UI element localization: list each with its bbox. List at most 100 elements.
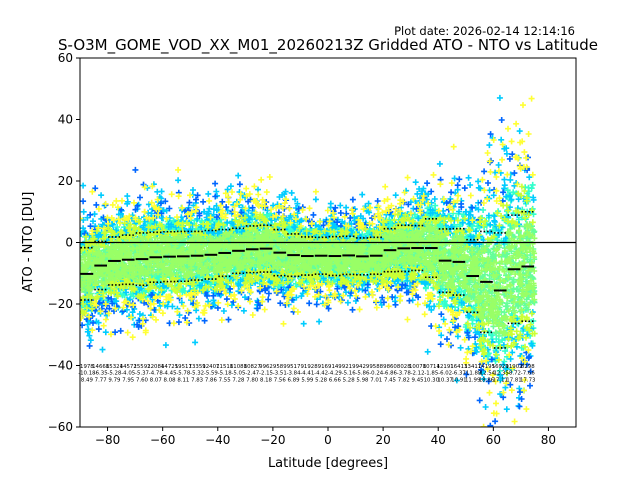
y-tick-label: −60 <box>48 420 73 434</box>
bin-stat-label: -3.84 <box>287 371 302 377</box>
x-tick-label: −60 <box>150 433 175 447</box>
bin-stat-label: 11.99 <box>465 377 481 383</box>
bin-stat-label: 7.83 <box>191 377 203 383</box>
y-tick-label: −20 <box>48 297 73 311</box>
bin-stat-label: 14668 <box>92 364 110 370</box>
bin-stat-label: -2.12 <box>411 371 425 377</box>
bin-stat-label: -5.16 <box>342 371 357 377</box>
bin-stat-label: 10078 <box>409 364 427 370</box>
bin-stat-label: 8.49 <box>81 377 94 383</box>
bin-stat-label: 12407 <box>202 364 219 370</box>
bin-stat-label: 7.80 <box>246 377 259 383</box>
bin-stat-label: -5.59 <box>204 371 219 377</box>
scatter-points <box>80 94 538 427</box>
bin-stat-label: -5.86 <box>355 371 370 377</box>
bin-stat-label: 16413 <box>450 364 467 370</box>
bin-stat-label: 7.28 <box>232 377 245 383</box>
bin-stat-label: 7.60 <box>136 377 149 383</box>
bin-stat-label: 5.98 <box>356 377 369 383</box>
chart-title: S-O3M_GOME_VOD_XX_M01_20260213Z Gridded … <box>58 36 598 55</box>
bin-stat-label: -6.35 <box>94 371 108 377</box>
bin-stat-label: -12.54 <box>478 371 496 377</box>
x-tick-label: 20 <box>375 433 390 447</box>
bin-stat-label: 7.82 <box>398 377 410 383</box>
bin-stat-label: -5.05 <box>231 371 245 377</box>
bin-stat-label: 7.56 <box>274 377 287 383</box>
bin-stat-label: 15324 <box>106 364 124 370</box>
bin-stat-label: -2.15 <box>259 371 273 377</box>
bin-stat-label: 9588 <box>369 364 383 370</box>
bin-stat-label: 10.30 <box>424 377 440 383</box>
bin-stat-label: 5.99 <box>301 377 314 383</box>
bin-stat-label: 16929 <box>492 364 510 370</box>
bin-stat-label: 8916 <box>314 364 328 370</box>
bin-stat-label: 19517 <box>175 364 192 370</box>
bin-stat-label: 14195 <box>478 364 495 370</box>
bin-stat-label: -8.72 <box>507 371 521 377</box>
x-tick-label: 60 <box>486 433 501 447</box>
bin-stat-label: -5.32 <box>190 371 204 377</box>
bin-stat-label: 9.45 <box>412 377 424 383</box>
x-tick-label: −80 <box>95 433 120 447</box>
bin-stat-label: 12191 <box>437 364 454 370</box>
mean-markers <box>80 210 535 349</box>
bin-stat-label: 15592 <box>133 364 150 370</box>
bin-statistics: 1978-10.188.4914668-6.357.7715324-5.289.… <box>78 364 535 384</box>
bin-stat-label: -4.78 <box>149 371 164 377</box>
bin-stat-label: -4.45 <box>163 371 177 377</box>
bin-stat-label: 7.55 <box>219 377 231 383</box>
bin-stat-label: 12084 <box>147 364 165 370</box>
x-tick-label: 80 <box>541 433 556 447</box>
bin-stat-label: 9962 <box>259 364 273 370</box>
bin-stat-label: -6.02 <box>438 371 452 377</box>
bin-stat-label: 11088 <box>230 364 248 370</box>
bin-stat-label: -7.66 <box>521 371 536 377</box>
bin-stat-label: 18.86 <box>479 377 495 383</box>
bin-stat-label: 8.07 <box>150 377 162 383</box>
y-axis-label: ATO - NTO [DU] <box>21 192 36 293</box>
bin-stat-label: 7.95 <box>122 377 134 383</box>
bin-stat-label: 6.89 <box>288 377 301 383</box>
x-tick-label: 40 <box>431 433 446 447</box>
bin-stat-label: -2.47 <box>245 371 259 377</box>
bin-stat-label: 9219 <box>342 364 356 370</box>
bin-stat-label: 14725 <box>161 364 178 370</box>
bin-stat-label: -4.41 <box>300 371 314 377</box>
bin-stat-label: 1978 <box>80 364 94 370</box>
bin-stat-label: 5.28 <box>315 377 328 383</box>
bin-stat-label: 10.91 <box>451 377 466 383</box>
bin-stat-label: 9517 <box>287 364 301 370</box>
x-axis-label: Latitude [degrees] <box>268 456 388 471</box>
bin-stat-label: 9589 <box>273 364 287 370</box>
bin-stat-label: 13417 <box>464 364 481 370</box>
bin-stat-label: 7.45 <box>384 377 396 383</box>
bin-stat-label: 14572 <box>120 364 137 370</box>
bin-stat-label: 8028 <box>397 364 411 370</box>
bin-stat-label: -5.78 <box>176 371 191 377</box>
bin-stat-label: -5.18 <box>218 371 233 377</box>
bin-stat-label: 9149 <box>328 364 342 370</box>
bin-stat-label: 17.81 <box>506 377 521 383</box>
bin-stat-label: 8.11 <box>177 377 189 383</box>
bin-stat-label: -4.29 <box>328 371 343 377</box>
bin-stat-label: -5.37 <box>135 371 149 377</box>
bin-stat-label: -3.78 <box>397 371 412 377</box>
bin-stat-label: 7.86 <box>205 377 218 383</box>
bin-stat-label: -4.05 <box>121 371 135 377</box>
bin-stat-label: 8.18 <box>260 377 273 383</box>
bin-stat-label: -5.28 <box>107 371 122 377</box>
bin-stat-label: 5.28 <box>343 377 356 383</box>
bin-stat-label: 17.73 <box>520 377 535 383</box>
x-tick-label: −20 <box>260 433 285 447</box>
bin-stat-label: 17.11 <box>493 377 508 383</box>
bin-stat-label: 9860 <box>383 364 397 370</box>
y-tick-label: 0 <box>65 236 73 250</box>
bin-stat-label: -12.35 <box>492 371 509 377</box>
bin-stat-label: 10714 <box>423 364 441 370</box>
bin-stat-label: 9.79 <box>108 377 121 383</box>
bin-stat-label: -6.37 <box>452 371 466 377</box>
bin-stat-label: 6.66 <box>329 377 342 383</box>
bin-stat-label: 13359 <box>189 364 207 370</box>
y-tick-label: 20 <box>58 174 73 188</box>
bin-stat-label: 7.01 <box>370 377 382 383</box>
